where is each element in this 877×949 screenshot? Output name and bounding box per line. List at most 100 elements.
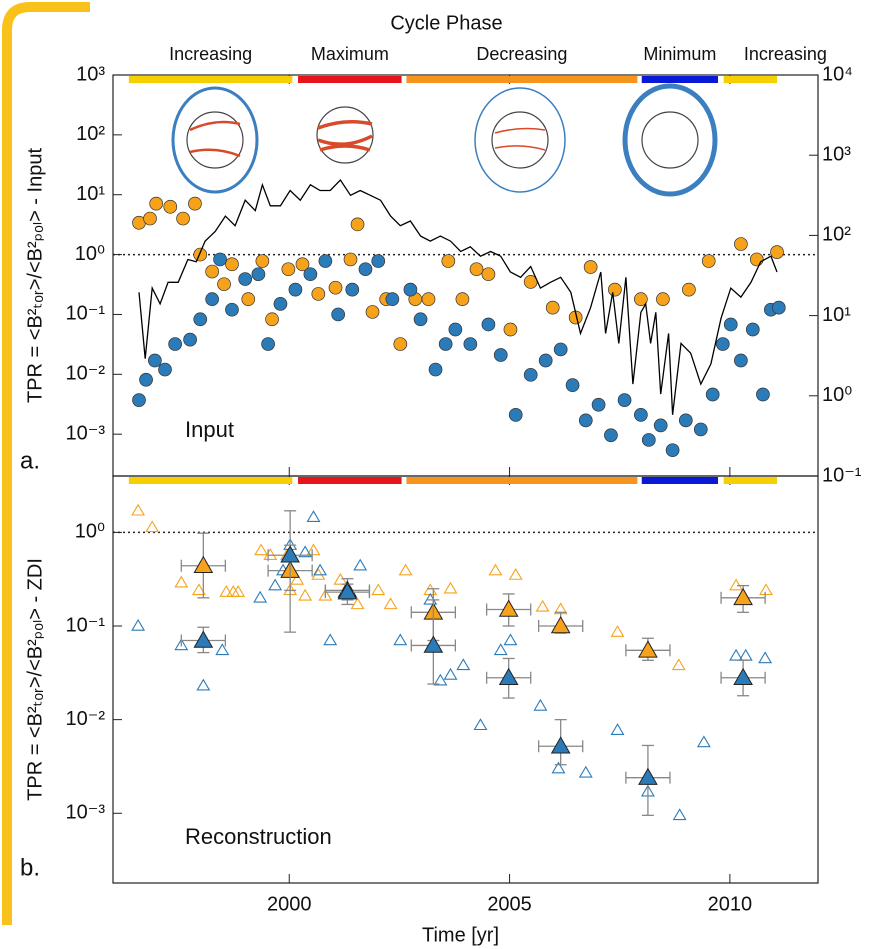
data-point	[617, 393, 632, 407]
data-point	[551, 761, 566, 774]
data-point	[143, 211, 157, 226]
x-tick-label: 2005	[487, 893, 532, 915]
mean-point	[550, 736, 571, 754]
data-point	[183, 332, 197, 347]
data-point	[163, 199, 178, 214]
x-axis-label: Time [yr]	[422, 924, 499, 946]
data-point	[656, 292, 670, 307]
data-point	[306, 510, 321, 523]
phase-title: Cycle Phase	[390, 12, 502, 34]
data-point	[634, 292, 648, 307]
data-point	[371, 583, 386, 596]
data-point	[756, 387, 770, 402]
data-point	[641, 433, 656, 447]
data-point	[715, 337, 730, 351]
data-point	[545, 300, 560, 315]
data-point	[261, 337, 275, 351]
data-point	[734, 353, 748, 368]
y-tick-label: 10⁻³	[66, 802, 106, 824]
data-point	[423, 592, 438, 605]
phase-bar	[406, 477, 638, 484]
phase-label: Increasing	[169, 44, 252, 64]
y2-tick-label: 10³	[822, 143, 851, 165]
data-point	[306, 543, 321, 556]
mean-point	[733, 587, 753, 606]
data-point	[448, 322, 463, 337]
data-point	[131, 618, 146, 631]
data-point	[311, 567, 326, 580]
data-point	[441, 254, 456, 268]
data-point	[196, 678, 211, 691]
data-point	[191, 583, 206, 596]
data-point	[205, 292, 219, 307]
data-point	[265, 312, 279, 327]
data-point	[371, 254, 386, 268]
phase-bar	[298, 76, 402, 83]
ssn-line	[138, 178, 778, 415]
y-tick-label: 10⁻¹	[66, 303, 106, 325]
data-point	[193, 312, 208, 327]
mean-point	[193, 555, 214, 574]
data-point	[455, 292, 470, 307]
data-point	[428, 362, 443, 377]
data-point	[481, 267, 496, 282]
data-point	[443, 581, 458, 594]
phase-bar	[406, 76, 638, 83]
data-point	[463, 337, 478, 351]
data-point	[217, 277, 231, 292]
data-point	[469, 262, 484, 277]
data-point	[473, 718, 488, 731]
y-tick-label: 10⁻²	[66, 708, 106, 730]
x-tick-label: 2000	[267, 893, 312, 915]
data-point	[215, 643, 230, 656]
y2-tick-label: 10²	[822, 224, 851, 246]
data-point	[213, 252, 227, 267]
phase-bar	[641, 76, 718, 83]
data-point	[535, 599, 550, 612]
data-point	[433, 673, 448, 686]
data-point	[219, 585, 234, 597]
data-point	[350, 217, 365, 232]
data-point	[758, 651, 773, 664]
mean-point	[498, 667, 519, 686]
y2-tick-label: 10⁰	[822, 384, 852, 406]
data-point	[591, 397, 606, 412]
data-point	[578, 765, 593, 778]
data-point	[290, 572, 305, 585]
data-point	[149, 196, 164, 211]
data-point	[671, 658, 686, 671]
dynamo-diagrams	[171, 83, 718, 197]
y-tick-label: 10⁰	[75, 243, 105, 265]
phase-bar	[723, 477, 778, 484]
data-point	[503, 633, 518, 646]
data-point	[331, 307, 346, 322]
data-point	[358, 262, 373, 277]
data-point	[131, 503, 146, 516]
data-point	[771, 300, 786, 315]
data-point	[729, 648, 744, 661]
data-point	[693, 422, 708, 437]
data-point	[383, 597, 398, 610]
mean-point	[733, 667, 753, 686]
data-point	[251, 267, 266, 282]
data-point	[268, 578, 283, 591]
data-point	[696, 735, 711, 748]
data-point	[328, 280, 343, 295]
data-point	[398, 563, 413, 576]
data-point	[665, 443, 680, 458]
data-point	[158, 362, 172, 377]
data-point	[705, 387, 720, 402]
data-point	[393, 633, 408, 646]
data-point	[298, 545, 313, 558]
y-axis-label: TPR = <B²ₜₒᵣ>/<B²ₚₒₗ> - Input	[24, 148, 46, 403]
y-tick-label: 10³	[76, 63, 105, 85]
y-tick-label: 10²	[76, 123, 105, 145]
data-point	[608, 282, 622, 297]
data-point	[148, 353, 162, 368]
y2-tick-label: 10⁻¹	[822, 464, 862, 486]
phase-bar	[723, 76, 778, 83]
data-point	[205, 264, 219, 279]
data-point	[350, 597, 365, 610]
mean-point	[423, 635, 444, 653]
